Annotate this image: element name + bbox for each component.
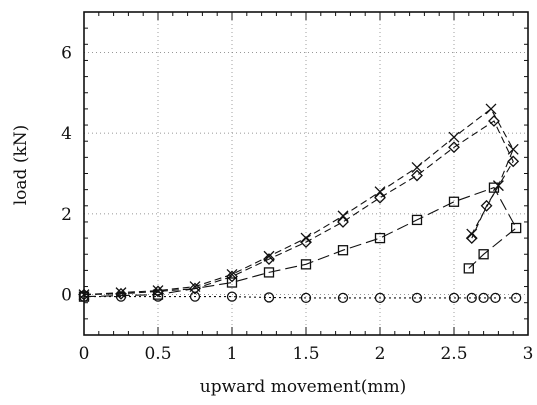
data-point-square	[511, 222, 522, 234]
y-tick-label: 2	[61, 205, 72, 225]
y-tick-label: 6	[61, 43, 72, 63]
data-point-diamond	[448, 141, 460, 154]
data-point-diamond	[465, 232, 478, 245]
data-point-circle	[337, 292, 349, 304]
y-tick-label: 0	[61, 286, 72, 306]
data-point-diamond	[411, 169, 423, 182]
data-point-square	[478, 249, 489, 260]
data-point-diamond	[300, 236, 312, 249]
data-point-circle	[263, 292, 275, 303]
axis-ticks: 0 0.5 1 1.5 2 2.5 3 0 2 4 6	[61, 11, 534, 364]
data-point-diamond	[374, 191, 386, 204]
data-point-diamond	[480, 199, 493, 212]
x-tick-label: 2	[375, 344, 386, 364]
data-point-x	[466, 228, 478, 240]
x-tick-label: 2.5	[440, 344, 467, 364]
data-point-square	[337, 245, 349, 256]
data-point-diamond	[263, 253, 275, 266]
x-tick-label: 1.5	[292, 344, 319, 364]
data-point-circle	[511, 292, 522, 304]
data-point-diamond	[115, 287, 127, 300]
series-line	[84, 296, 517, 299]
series-line	[83, 108, 514, 296]
data-point-circle	[490, 292, 501, 304]
data-point-square	[448, 196, 460, 207]
data-point-square	[488, 182, 500, 193]
x-tick-label: 0	[79, 344, 90, 364]
series-circle	[78, 291, 522, 304]
x-tick-label: 1	[227, 344, 238, 364]
data-point-diamond	[226, 270, 238, 283]
data-point-x	[448, 131, 460, 143]
series-square	[78, 182, 522, 302]
data-point-circle	[411, 292, 423, 304]
data-point-circle	[466, 292, 477, 304]
data-point-circle	[300, 292, 312, 304]
data-point-circle	[478, 292, 489, 304]
y-axis-title: load (kN)	[11, 125, 31, 206]
data-point-diamond	[488, 115, 500, 127]
data-point-diamond	[337, 216, 349, 228]
data-point-square	[374, 232, 386, 244]
data-point-x	[374, 186, 386, 198]
data-point-diamond	[189, 282, 201, 295]
data-point-circle	[189, 291, 201, 302]
data-point-square	[411, 214, 423, 226]
data-point-circle	[448, 292, 460, 304]
x-axis-title: upward movement(mm)	[200, 377, 406, 397]
y-tick-label: 4	[61, 124, 72, 144]
x-tick-label: 3	[523, 344, 534, 364]
series-line	[83, 186, 517, 298]
data-point-circle	[374, 292, 386, 304]
series-line	[83, 120, 514, 296]
data-point-x	[263, 250, 275, 262]
data-point-circle	[226, 291, 238, 302]
data-point-x	[485, 103, 497, 115]
data-point-x	[300, 232, 312, 244]
data-point-square	[300, 259, 312, 270]
data-point-square	[226, 277, 238, 288]
x-tick-label: 0.5	[144, 344, 171, 364]
series-diamond	[78, 115, 520, 301]
data-point-circle	[152, 291, 164, 302]
data-point-x	[507, 143, 519, 155]
data-point-square	[263, 267, 275, 278]
data-point-x	[411, 161, 423, 173]
data-point-square	[463, 263, 474, 274]
grid	[83, 12, 529, 335]
series-layer	[78, 103, 522, 304]
data-point-diamond	[507, 155, 520, 168]
data-point-circle	[115, 291, 127, 302]
